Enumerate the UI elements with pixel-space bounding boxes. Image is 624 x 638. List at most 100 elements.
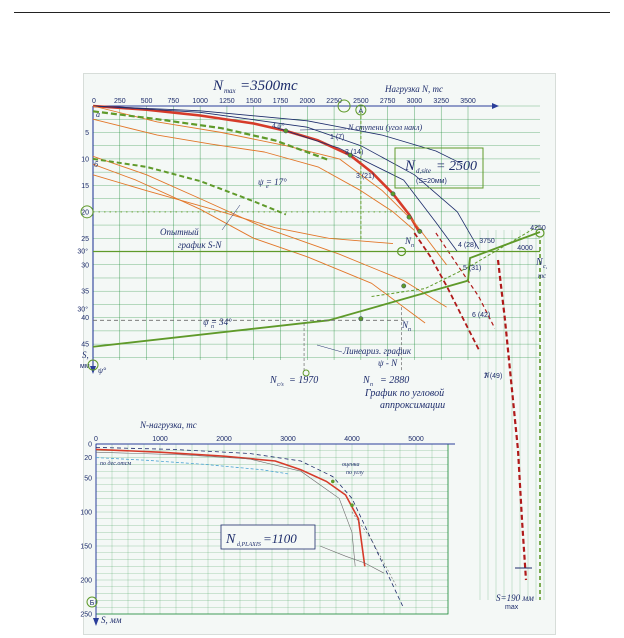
page-top-rule (14, 12, 610, 13)
upper-nn-label-sub: п (411, 243, 414, 249)
lower-curve-red (95, 448, 366, 567)
upper-label-3750: 3750 (479, 238, 495, 245)
lower-y-tick-label-4: 150 (80, 544, 92, 551)
upper-nd-site-val: = 2500 (436, 159, 477, 174)
upper-right-red-dash (496, 259, 528, 581)
lower-nd-plaxis-val: =1100 (263, 531, 297, 546)
upper-curve-orange-4 (92, 163, 426, 324)
upper-nd-site-n: N (404, 158, 416, 174)
upper-x-tick-label-13: 3250 (433, 98, 449, 105)
lower-curve-dark-dash (95, 447, 404, 608)
upper-step-label-0: 1 (7) (330, 134, 344, 141)
upper-nd-site-sub: d,site (416, 167, 431, 175)
upper-x-tick-label-1: 250 (114, 98, 126, 105)
upper-nn-label: N (404, 236, 412, 246)
upper-curve-orange-5 (92, 174, 394, 245)
lower-b-circle-label: Б (90, 600, 95, 607)
upper-curve-red-dash (413, 232, 480, 350)
upper-y-tick-extra-1: 30° (77, 248, 88, 256)
upper-psi-n-sub: п (211, 324, 214, 330)
upper-title-value: =3500тс (240, 78, 298, 94)
upper-curve-dark-2 (92, 105, 480, 250)
lower-right-label-2: по углу (346, 470, 364, 476)
lower-y-tick-label-2: 50 (84, 476, 92, 483)
upper-marker-6 (401, 283, 407, 289)
upper-x-tick-label-2: 500 (141, 98, 153, 105)
upper-nd-site-note: (S=20мм) (416, 178, 447, 185)
upper-curve-dark-1 (92, 105, 463, 165)
lower-y-axis-arrow (93, 618, 99, 626)
upper-marker-5 (358, 316, 364, 322)
lower-y-tick-label-0: 0 (88, 442, 92, 449)
upper-curve-dark-3 (274, 126, 458, 252)
lower-nd-plaxis-n: N (225, 532, 236, 547)
upper-mm: мм (80, 363, 90, 370)
upper-y-circle (87, 359, 99, 371)
upper-nd-site-box (394, 147, 484, 189)
upper-label-4000: 4000 (517, 245, 533, 252)
upper-y-tick-label-2: 10 (81, 156, 89, 163)
lower-marker-2 (350, 503, 354, 508)
upper-label-nc-right-sub: c, (543, 264, 548, 270)
lower-curve-gray-3 (351, 511, 398, 587)
upper-nn-val: = 2880 (380, 375, 409, 386)
upper-x-tick-label-8: 2000 (299, 98, 315, 105)
lower-xlabel: N-нагрузка, тс (139, 420, 197, 430)
upper-nn: N (362, 375, 371, 386)
upper-psi-dash (371, 224, 541, 297)
upper-y-tick-label-9: 45 (81, 342, 89, 349)
upper-marker-0 (283, 128, 289, 134)
upper-linear-2: ψ - N (378, 358, 398, 368)
upper-nc-sub: c/s (277, 382, 284, 388)
upper-psi-e: ψ = 17° (258, 177, 287, 187)
upper-marker-2 (390, 191, 396, 197)
upper-experimental-2: график S-N (178, 240, 222, 250)
upper-s190: S=190 мм (496, 593, 534, 603)
upper-y-tick-extra-2: 30° (77, 306, 88, 314)
upper-2500-circle (337, 99, 351, 113)
upper-x-tick-label-6: 1500 (246, 98, 262, 105)
upper-y-tick-label-8: 40 (81, 315, 89, 322)
upper-curve-green-dash-2 (92, 157, 287, 216)
upper-curve-red-main (92, 104, 421, 234)
upper-angle-graph-2: аппроксимации (380, 400, 445, 411)
upper-step-label-3: 4 (28) (458, 242, 476, 249)
upper-y-tick-label-5: 25 (81, 236, 89, 243)
upper-x-tick-label-9: 2250 (326, 98, 342, 105)
upper-right-circle (535, 228, 545, 238)
lower-ylabel: S, мм (101, 615, 122, 625)
upper-x-tick-label-10: 2500 (353, 98, 369, 105)
lower-curve-blue-dash (95, 457, 289, 475)
upper-psi-small: 4 ψ° (272, 122, 285, 130)
upper-x-axis-arrow (492, 103, 499, 109)
upper-curve-orange-3 (92, 155, 447, 308)
lower-right-label: оценка (342, 462, 359, 468)
upper-linear: Линеариз. график (342, 346, 412, 356)
upper-x-tick-label-4: 1000 (192, 98, 208, 105)
upper-marker-4 (417, 229, 423, 234)
upper-nn-circle (396, 246, 407, 257)
upper-nc-circle (302, 369, 310, 377)
lower-x-tick-label-3: 3000 (280, 436, 296, 443)
upper-label-4250: 4250 (530, 225, 546, 232)
upper-experimental-leader (221, 204, 241, 231)
upper-step-label-4: 5 (31) (463, 265, 481, 272)
upper-nn-sub: п (370, 382, 373, 388)
upper-step-label-6: 7 (49) (484, 373, 502, 380)
upper-s-axis: S, (82, 350, 89, 360)
upper-x-tick-label-12: 3000 (407, 98, 423, 105)
lower-left-label: по дес.отсм (100, 460, 131, 467)
lower-x-tick-label-4: 4000 (344, 436, 360, 443)
upper-psi-line (92, 231, 541, 348)
upper-curve-green-dash-1 (92, 110, 330, 162)
upper-label-nc-right: N (535, 257, 544, 268)
upper-psi-e-sub: е (266, 184, 269, 190)
upper-linear-leader (316, 344, 343, 353)
upper-step-leader (299, 128, 347, 131)
upper-label-nc-right-unit: тс (538, 272, 547, 280)
upper-title-n: N (212, 78, 224, 94)
upper-a-label: a (96, 110, 100, 119)
upper-y-tick-label-6: 30 (81, 262, 89, 269)
lower-x-tick-label-2: 2000 (216, 436, 232, 443)
